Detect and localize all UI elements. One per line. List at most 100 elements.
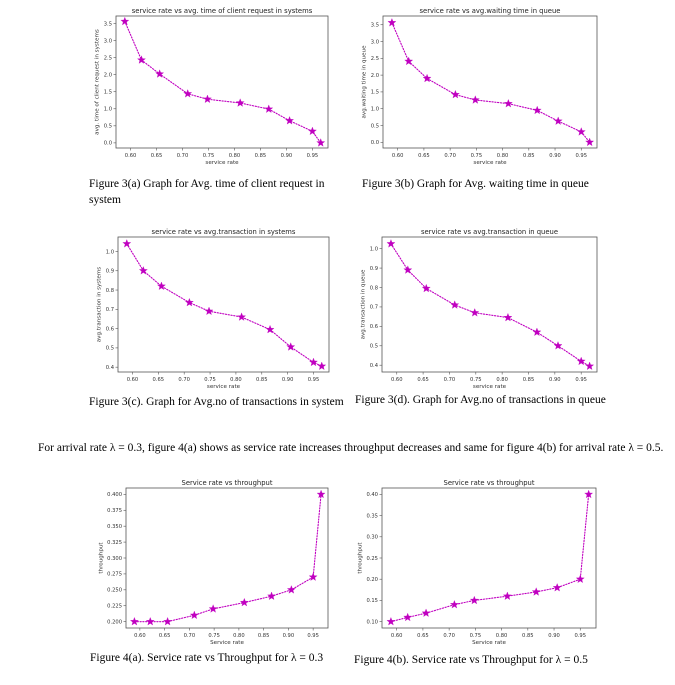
chart-title: service rate vs avg.transaction in syste…	[152, 228, 296, 236]
y-tick-label: 0.20	[366, 577, 378, 583]
y-axis-label: avg.waiting time in queue	[362, 45, 368, 119]
x-tick-label: 0.85	[523, 153, 535, 159]
y-tick-label: 3.0	[104, 38, 112, 44]
y-tick-label: 0.35	[366, 513, 378, 519]
y-tick-label: 0.40	[366, 492, 378, 498]
y-tick-label: 0.325	[107, 540, 122, 546]
data-point-star	[316, 138, 326, 147]
x-tick-label: 0.90	[548, 633, 560, 639]
x-tick-label: 0.65	[153, 377, 165, 383]
x-tick-label: 0.80	[229, 153, 241, 159]
data-point-star	[403, 265, 413, 274]
data-point-star	[470, 308, 480, 317]
series-line	[124, 20, 322, 144]
y-axis-label: avg.transaction in queue	[361, 269, 367, 339]
x-tick-label: 0.60	[134, 633, 146, 639]
y-tick-label: 2.5	[104, 55, 112, 61]
data-point-star	[532, 327, 542, 336]
data-point-star	[584, 489, 594, 499]
y-tick-label: 0.4	[370, 363, 379, 369]
x-tick-label: 0.60	[391, 633, 403, 639]
data-point-star	[239, 597, 249, 607]
y-axis-label: avg. time of client request in systems	[95, 29, 101, 135]
y-tick-label: 1.0	[104, 107, 112, 113]
y-axis-label: avg.transaction in systems	[97, 267, 103, 343]
y-tick-label: 0.7	[370, 305, 378, 311]
y-tick-label: 0.10	[366, 619, 378, 625]
data-point-star	[122, 239, 132, 248]
y-tick-label: 0.25	[366, 556, 378, 562]
data-point-star	[285, 116, 294, 125]
x-tick-label: 0.90	[283, 633, 295, 639]
x-tick-label: 0.95	[574, 633, 586, 639]
x-tick-label: 0.90	[549, 377, 561, 383]
data-point-star	[387, 18, 397, 27]
y-tick-label: 2.0	[104, 72, 112, 78]
x-tick-label: 0.85	[258, 633, 270, 639]
x-tick-label: 0.75	[203, 153, 215, 159]
y-tick-label: 0.9	[370, 266, 378, 272]
data-point-star	[308, 126, 317, 136]
y-axis-label: throughput	[358, 542, 364, 574]
data-point-star	[552, 583, 562, 592]
x-tick-label: 0.75	[208, 633, 220, 639]
y-tick-label: 1.5	[371, 90, 379, 96]
data-point-star	[575, 574, 585, 583]
data-point-star	[137, 55, 146, 64]
data-point-star	[317, 361, 327, 370]
x-tick-label: 0.65	[418, 153, 430, 159]
x-tick-label: 0.80	[230, 377, 242, 383]
data-point-star	[450, 89, 460, 99]
y-tick-label: 1.5	[104, 90, 112, 96]
x-tick-label: 0.95	[307, 633, 319, 639]
data-point-star	[576, 127, 586, 136]
x-tick-label: 0.85	[255, 153, 267, 159]
y-tick-label: 1.0	[106, 249, 114, 255]
y-tick-label: 3.5	[104, 21, 112, 27]
y-tick-label: 0.6	[370, 324, 378, 330]
caption-fig3a: Figure 3(a) Graph for Avg. time of clien…	[89, 178, 325, 206]
x-tick-label: 0.95	[308, 377, 320, 383]
data-point-star	[386, 617, 396, 626]
x-tick-label: 0.70	[178, 377, 190, 383]
x-tick-label: 0.80	[233, 633, 245, 639]
x-tick-label: 0.60	[392, 153, 404, 159]
x-tick-label: 0.80	[497, 153, 509, 159]
y-tick-label: 0.5	[371, 123, 379, 129]
x-tick-label: 0.60	[391, 377, 403, 383]
x-tick-label: 0.70	[443, 633, 455, 639]
x-tick-label: 0.90	[281, 153, 293, 159]
y-tick-label: 0.5	[106, 346, 114, 352]
caption-fig4b: Figure 4(b). Service rate vs Throughput …	[354, 654, 588, 666]
x-tick-label: 0.70	[444, 377, 456, 383]
y-tick-label: 0.0	[371, 140, 379, 146]
y-tick-label: 0.5	[104, 124, 112, 130]
data-point-star	[470, 95, 480, 104]
y-tick-label: 3.5	[371, 23, 379, 29]
x-tick-label: 0.80	[496, 633, 508, 639]
y-tick-label: 0.15	[366, 598, 378, 604]
data-point-star	[120, 16, 130, 26]
caption-fig4a: Figure 4(a). Service rate vs Throughput …	[90, 652, 324, 664]
y-tick-label: 0.30	[366, 535, 378, 541]
y-tick-label: 2.0	[371, 73, 379, 79]
y-tick-label: 0.400	[107, 492, 122, 498]
data-point-star	[469, 595, 479, 605]
x-tick-label: 0.65	[151, 153, 163, 159]
x-axis-label: service rate	[205, 160, 239, 166]
data-point-star	[155, 69, 165, 78]
y-tick-label: 0.5	[370, 344, 378, 350]
chart-title: service rate vs avg. time of client requ…	[132, 7, 313, 15]
x-tick-label: 0.65	[417, 377, 429, 383]
data-point-star	[585, 137, 595, 147]
x-tick-label: 0.75	[470, 633, 482, 639]
data-point-star	[286, 342, 296, 351]
x-axis-label: Service rate	[210, 640, 244, 646]
data-point-star	[157, 281, 166, 290]
series-line	[390, 243, 591, 367]
y-tick-label: 2.5	[371, 56, 379, 62]
x-tick-label: 0.95	[575, 153, 587, 159]
series-line	[390, 493, 590, 623]
